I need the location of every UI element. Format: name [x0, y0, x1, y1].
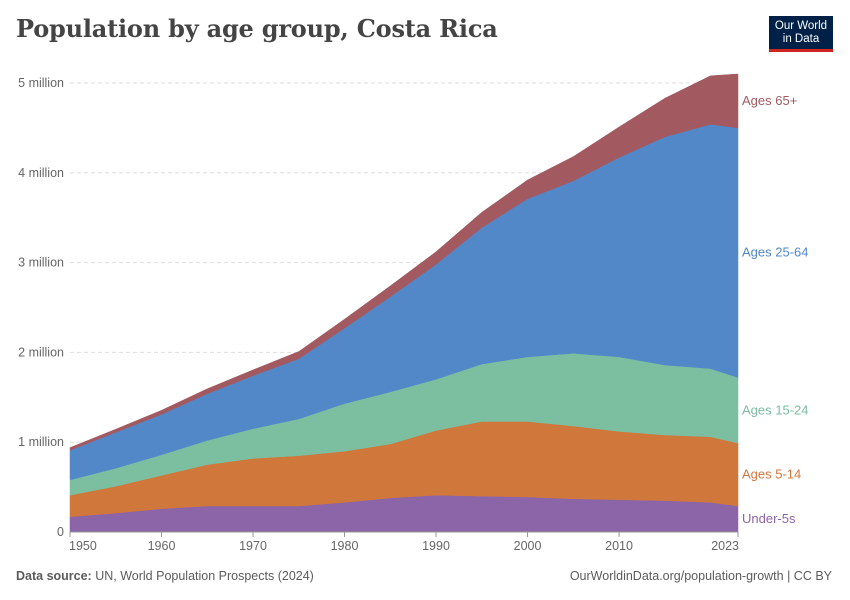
logo-line-1: Our World	[774, 20, 828, 32]
x-axis: 1950 1960 1970 1980 1990 2000 2010 2023	[69, 531, 739, 553]
x-tick-label: 2000	[514, 539, 542, 553]
series-label-ages-5-14[interactable]: Ages 5-14	[742, 467, 801, 482]
y-tick-label: 3 million	[18, 256, 64, 270]
x-tick-label: 1970	[239, 539, 267, 553]
y-tick-label: 5 million	[18, 76, 64, 90]
chart-title: Population by age group, Costa Rica	[16, 14, 498, 43]
series-label-ages-65[interactable]: Ages 65+	[742, 93, 797, 108]
series-label-ages-25-64[interactable]: Ages 25-64	[742, 245, 809, 260]
y-axis-ticks: 0 1 million 2 million 3 million 4 million 5 m…	[18, 76, 64, 539]
y-tick-label: 1 million	[18, 435, 64, 449]
x-tick-label: 1960	[148, 539, 176, 553]
y-tick-label: 2 million	[18, 345, 64, 359]
x-tick-label: 1990	[422, 539, 450, 553]
data-source: Data source: UN, World Population Prospe…	[16, 569, 314, 583]
y-tick-label: 4 million	[18, 166, 64, 180]
x-tick-label: 2010	[605, 539, 633, 553]
area-series	[69, 73, 739, 533]
series-label-ages-15-24[interactable]: Ages 15-24	[742, 402, 809, 417]
x-tick-label: 1980	[331, 539, 359, 553]
x-tick-label: 1950	[69, 539, 97, 553]
area-ages-65[interactable]	[69, 73, 739, 451]
data-source-text: UN, World Population Prospects (2024)	[95, 569, 314, 583]
owid-logo[interactable]: Our World in Data	[769, 16, 833, 52]
owid-link[interactable]: OurWorldinData.org/population-growth | C…	[569, 569, 832, 583]
x-tick-label: 2023	[711, 539, 739, 553]
series-labels: Under-5s Ages 5-14 Ages 15-24 Ages 25-64 Age…	[742, 93, 809, 526]
stacked-area-chart: 0 1 million 2 million 3 million 4 million 5 m…	[18, 73, 809, 553]
data-source-label: Data source:	[16, 569, 92, 583]
y-tick-label: 0	[57, 525, 64, 539]
logo-line-2: in Data	[782, 33, 820, 45]
series-label-under-5s[interactable]: Under-5s	[742, 511, 796, 526]
